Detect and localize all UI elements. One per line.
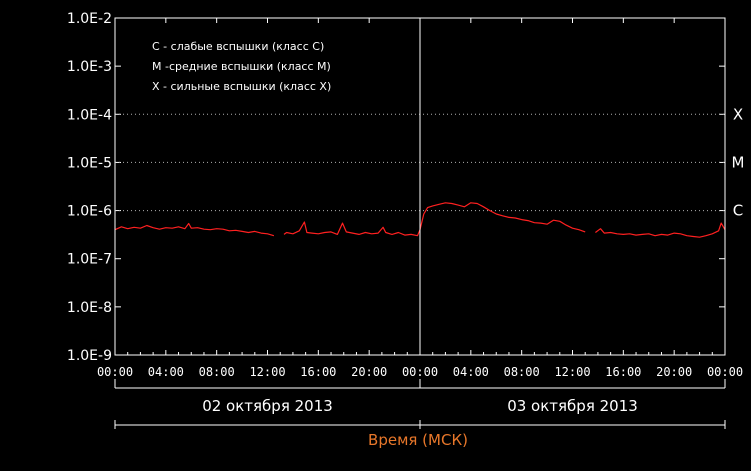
y-tick-label: 1.0E-8 bbox=[67, 300, 112, 316]
x-tick-label: 12:00 bbox=[554, 365, 590, 379]
x-tick-label: 20:00 bbox=[656, 365, 692, 379]
series-segment bbox=[419, 202, 586, 233]
x-tick-label: 20:00 bbox=[351, 365, 387, 379]
x-axis-label: Время (МСК) bbox=[368, 431, 468, 449]
date-label: 02 октября 2013 bbox=[202, 397, 333, 415]
class-level-label: X bbox=[733, 105, 743, 123]
x-tick-label: 00:00 bbox=[707, 365, 743, 379]
legend-entry: C - слабые вспышки (класс С) bbox=[152, 40, 324, 53]
y-axis-ticks: 1.0E-2 1.0E-3 1.0E-4 1.0E-5 1.0E-6 1.0E-7 1.0E… bbox=[67, 11, 725, 364]
y-tick-label: 1.0E-3 bbox=[67, 59, 112, 75]
x-tick-label: 00:00 bbox=[402, 365, 438, 379]
legend-entry: M -средние вспышки (класс М) bbox=[152, 60, 331, 73]
series-lines bbox=[114, 202, 726, 238]
y-tick-label: 1.0E-4 bbox=[67, 107, 112, 123]
series-segment bbox=[283, 221, 421, 237]
series-segment bbox=[595, 222, 726, 238]
y-tick-label: 1.0E-6 bbox=[67, 204, 112, 220]
x-tick-label: 04:00 bbox=[453, 365, 489, 379]
x-tick-label: 12:00 bbox=[249, 365, 285, 379]
class-level-labels: X M C bbox=[732, 105, 745, 219]
x-tick-label: 04:00 bbox=[148, 365, 184, 379]
legend: C - слабые вспышки (класс С) M -средние в… bbox=[152, 40, 331, 93]
y-tick-label: 1.0E-9 bbox=[67, 348, 112, 364]
x-tick-label: 08:00 bbox=[504, 365, 540, 379]
y-tick-label: 1.0E-7 bbox=[67, 252, 112, 268]
y-tick-label: 1.0E-5 bbox=[67, 155, 112, 171]
class-level-label: M bbox=[732, 153, 745, 171]
y-tick-label: 1.0E-2 bbox=[67, 11, 112, 27]
class-level-label: C bbox=[733, 202, 743, 220]
date-brackets: 02 октября 2013 03 октября 2013 bbox=[114, 379, 726, 429]
date-label: 03 октября 2013 bbox=[507, 397, 638, 415]
x-axis-ticks: 00:00 04:00 08:00 12:00 16:00 20:00 00:00 04:00… bbox=[97, 18, 743, 379]
x-tick-label: 00:00 bbox=[97, 365, 133, 379]
series-segment bbox=[114, 222, 275, 237]
x-tick-label: 16:00 bbox=[300, 365, 336, 379]
x-tick-label: 16:00 bbox=[605, 365, 641, 379]
x-tick-label: 08:00 bbox=[199, 365, 235, 379]
legend-entry: X - сильные вспышки (класс Х) bbox=[152, 80, 331, 93]
plot-frame bbox=[114, 17, 726, 356]
